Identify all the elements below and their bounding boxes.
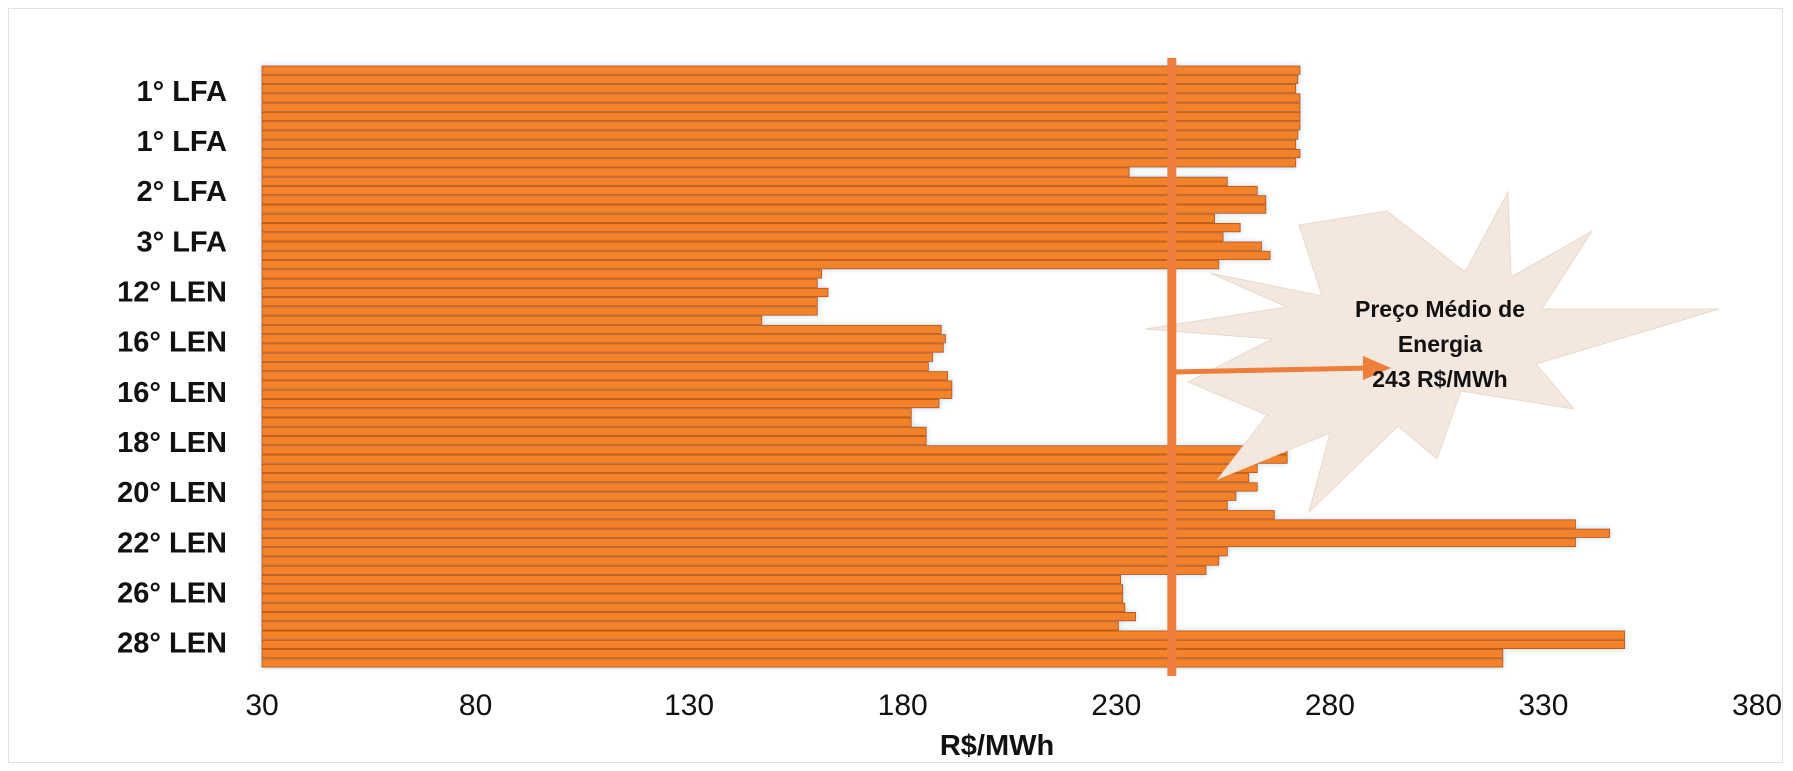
bar xyxy=(261,278,818,288)
bar xyxy=(261,250,1271,261)
bar xyxy=(261,463,1258,474)
bar xyxy=(261,269,823,279)
bar xyxy=(261,260,1220,270)
bar xyxy=(261,93,1301,103)
bar xyxy=(261,343,944,353)
bar xyxy=(261,445,1288,455)
category-label: 1° LFA xyxy=(136,126,227,158)
bar xyxy=(261,232,1224,242)
bar xyxy=(261,454,1288,464)
bar xyxy=(261,204,1267,214)
callout-burst xyxy=(1144,190,1720,514)
bar xyxy=(261,528,1611,538)
bar xyxy=(261,565,1207,575)
bar xyxy=(261,602,1126,612)
bar xyxy=(261,361,929,372)
callout-line-3: 243 R$/MWh xyxy=(1372,366,1507,392)
callout-line-2: Energia xyxy=(1398,331,1483,357)
x-tick-label: 280 xyxy=(1305,689,1355,722)
category-label: 22° LEN xyxy=(117,527,227,559)
bar xyxy=(261,417,912,427)
bar xyxy=(261,473,1250,483)
category-label: 20° LEN xyxy=(117,477,227,509)
category-label: 28° LEN xyxy=(117,628,227,660)
bar xyxy=(261,649,1504,659)
bar xyxy=(261,130,1299,140)
bar xyxy=(261,380,953,390)
category-label-group: 1° LFA 1° LFA 2° LFA 3° LFA 12° LEN 16° LEN 16… xyxy=(117,76,227,660)
callout-line-1: Preço Médio de xyxy=(1355,296,1525,322)
bar xyxy=(261,593,1124,603)
callout-arrow-shaft xyxy=(1171,365,1372,375)
bar xyxy=(261,65,1301,75)
bar xyxy=(261,639,1626,650)
bar xyxy=(261,574,1122,585)
bar xyxy=(261,84,1297,94)
x-tick-label: 330 xyxy=(1518,689,1568,722)
bar xyxy=(261,408,912,418)
bar xyxy=(261,658,1504,668)
bar xyxy=(261,167,1130,177)
bar xyxy=(261,306,818,316)
x-tick-label: 30 xyxy=(245,689,278,722)
bar xyxy=(261,111,1301,122)
bar xyxy=(261,121,1301,131)
category-label: 2° LFA xyxy=(136,176,227,208)
bar xyxy=(261,426,927,437)
bar xyxy=(261,324,942,335)
bar xyxy=(261,630,1626,640)
bar xyxy=(261,584,1124,594)
bar xyxy=(261,148,1301,159)
bar xyxy=(261,334,946,344)
bar xyxy=(261,222,1241,233)
x-tick-label: 130 xyxy=(664,689,714,722)
bar xyxy=(261,389,953,399)
category-label: 16° LEN xyxy=(117,327,227,359)
bar xyxy=(261,74,1299,85)
category-label: 1° LFA xyxy=(136,76,227,108)
bar xyxy=(261,510,1275,520)
callout-arrow-head xyxy=(1363,356,1391,380)
bar xyxy=(261,297,818,307)
bar xyxy=(261,436,927,446)
bar xyxy=(261,158,1297,168)
bar xyxy=(261,139,1297,149)
category-label: 26° LEN xyxy=(117,577,227,609)
bar xyxy=(261,482,1258,492)
bar xyxy=(261,491,1237,501)
bar xyxy=(261,371,949,381)
bar xyxy=(261,352,934,362)
bar xyxy=(261,519,1576,529)
bar xyxy=(261,611,1136,622)
chart-frame: 1° LFA 1° LFA 2° LFA 3° LFA 12° LEN 16° LEN 16… xyxy=(8,8,1783,763)
x-tick-label: 380 xyxy=(1732,689,1782,722)
bar xyxy=(261,241,1262,251)
bar xyxy=(261,556,1220,566)
category-label: 16° LEN xyxy=(117,377,227,409)
bar xyxy=(261,185,1258,196)
bar-chart: 1° LFA 1° LFA 2° LFA 3° LFA 12° LEN 16° LEN 16… xyxy=(117,58,1782,762)
category-label: 3° LFA xyxy=(136,226,227,258)
bar xyxy=(261,176,1228,186)
bar xyxy=(261,213,1215,223)
x-tick-label: 80 xyxy=(459,689,492,722)
bar xyxy=(261,315,763,325)
bar-group xyxy=(261,65,1626,668)
bar xyxy=(261,195,1267,205)
bar xyxy=(261,102,1301,112)
bar xyxy=(261,537,1576,548)
category-label: 18° LEN xyxy=(117,427,227,459)
x-tick-label: 230 xyxy=(1091,689,1141,722)
category-label: 12° LEN xyxy=(117,276,227,308)
bar xyxy=(261,500,1228,511)
x-axis-title: R$/MWh xyxy=(940,730,1054,762)
bar xyxy=(261,398,940,409)
bar xyxy=(261,547,1228,557)
x-tick-label: 180 xyxy=(878,689,928,722)
bar xyxy=(261,287,829,298)
x-tick-group: 30 80 130 180 230 280 330 380 xyxy=(245,689,1782,722)
bar xyxy=(261,621,1119,631)
